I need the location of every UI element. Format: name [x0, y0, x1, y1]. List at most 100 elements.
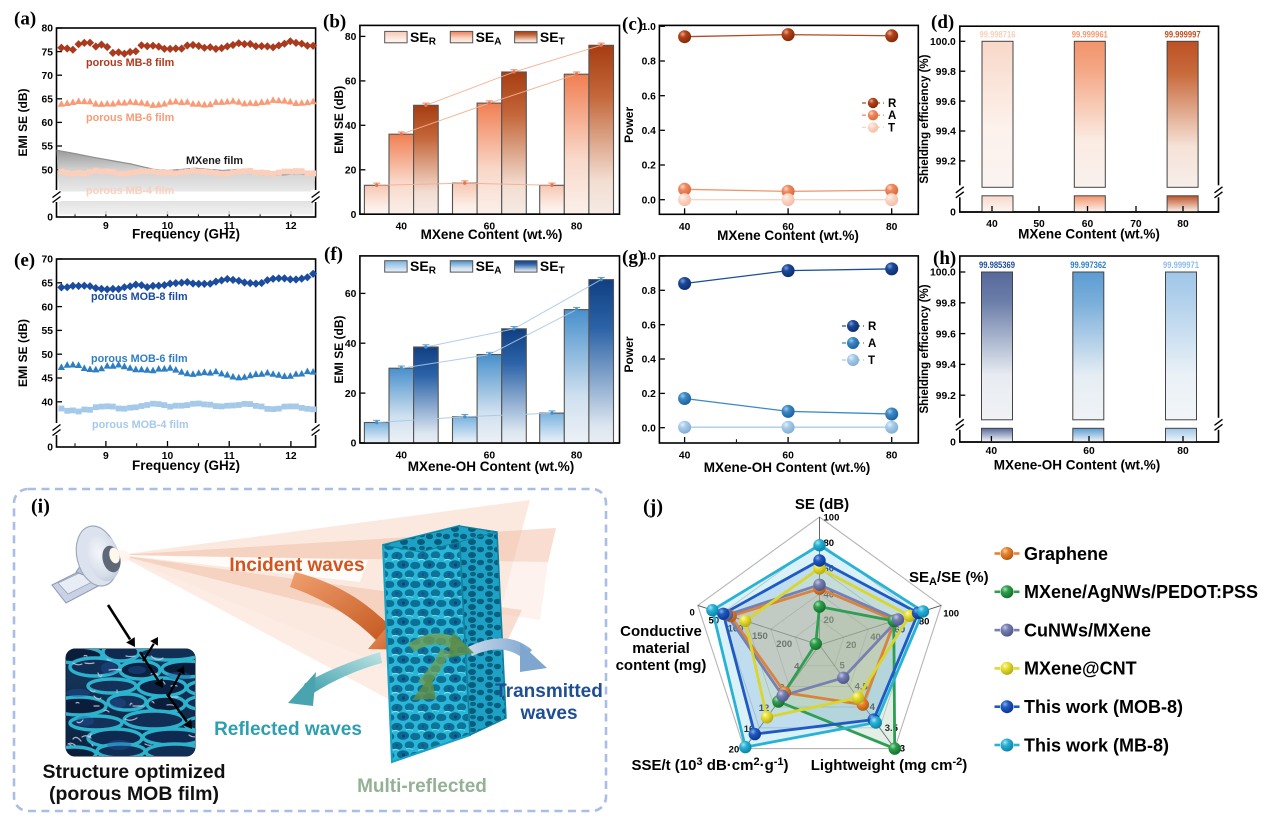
- svg-text:(porous MOB film): (porous MOB film): [49, 783, 219, 805]
- svg-text:0.8: 0.8: [642, 286, 657, 297]
- svg-text:content (mg): content (mg): [616, 657, 707, 674]
- svg-text:A: A: [888, 110, 896, 122]
- svg-text:Transmitted: Transmitted: [495, 681, 603, 702]
- svg-text:SEA: SEA: [476, 29, 502, 48]
- svg-text:0.0: 0.0: [642, 195, 657, 206]
- svg-text:SER: SER: [410, 29, 437, 48]
- svg-text:MXene@CNT: MXene@CNT: [1024, 659, 1137, 679]
- svg-text:EMI SE (dB): EMI SE (dB): [332, 315, 346, 383]
- svg-text:60: 60: [782, 451, 794, 462]
- svg-text:Incident waves: Incident waves: [229, 555, 364, 576]
- svg-text:1.0: 1.0: [642, 22, 657, 33]
- svg-text:SEA/SE (%): SEA/SE (%): [909, 569, 989, 588]
- svg-text:45: 45: [42, 374, 54, 385]
- svg-text:0.6: 0.6: [642, 320, 657, 331]
- svg-text:40: 40: [679, 451, 691, 462]
- svg-text:20: 20: [824, 615, 835, 626]
- svg-text:5: 5: [840, 661, 846, 672]
- svg-text:0: 0: [351, 439, 357, 450]
- svg-text:70: 70: [42, 255, 54, 266]
- svg-text:Conductive: Conductive: [620, 623, 702, 640]
- svg-text:80: 80: [919, 616, 930, 627]
- svg-text:Structure optimized: Structure optimized: [42, 761, 225, 783]
- svg-text:40: 40: [986, 219, 998, 230]
- svg-text:This work (MOB-8): This work (MOB-8): [1024, 697, 1183, 717]
- svg-text:SER: SER: [410, 258, 437, 277]
- svg-text:3: 3: [900, 744, 905, 755]
- svg-text:60: 60: [42, 118, 54, 129]
- svg-text:(f): (f): [324, 244, 343, 265]
- svg-text:99.4: 99.4: [936, 360, 956, 371]
- svg-text:80: 80: [345, 32, 357, 43]
- svg-text:porous MOB-4 film: porous MOB-4 film: [92, 419, 189, 431]
- svg-text:MXene Content (wt.%): MXene Content (wt.%): [421, 227, 563, 242]
- svg-text:(i): (i): [31, 496, 50, 518]
- svg-text:4.5: 4.5: [855, 681, 869, 692]
- svg-text:0: 0: [950, 208, 956, 219]
- svg-text:MXene-OH Content (wt.%): MXene-OH Content (wt.%): [704, 460, 871, 475]
- svg-text:99.8: 99.8: [936, 299, 956, 310]
- svg-text:80: 80: [571, 222, 583, 233]
- svg-text:60: 60: [1082, 219, 1094, 230]
- svg-text:12: 12: [285, 221, 297, 232]
- svg-text:0.2: 0.2: [642, 389, 657, 400]
- svg-text:0.4: 0.4: [642, 355, 657, 366]
- svg-text:99.6: 99.6: [936, 97, 956, 108]
- svg-text:EMI SE (dB): EMI SE (dB): [16, 88, 30, 156]
- svg-text:SET: SET: [540, 29, 565, 48]
- svg-text:MXene-OH Content (wt.%): MXene-OH Content (wt.%): [994, 458, 1161, 473]
- svg-text:20: 20: [345, 165, 357, 176]
- svg-text:(a): (a): [14, 9, 36, 30]
- svg-text:99.999961: 99.999961: [1072, 30, 1108, 40]
- svg-text:100: 100: [943, 608, 959, 619]
- svg-text:(d): (d): [931, 12, 954, 33]
- svg-text:40: 40: [986, 446, 998, 457]
- svg-text:99.6: 99.6: [936, 329, 956, 340]
- svg-text:99.2: 99.2: [936, 391, 956, 402]
- svg-text:60: 60: [484, 222, 496, 233]
- svg-text:MXene Content (wt.%): MXene Content (wt.%): [1018, 227, 1160, 242]
- svg-text:50: 50: [1033, 219, 1045, 230]
- svg-text:55: 55: [42, 142, 54, 153]
- svg-text:80: 80: [824, 538, 835, 549]
- svg-text:Shielding efficiency (%): Shielding efficiency (%): [919, 284, 931, 413]
- svg-text:SE (dB): SE (dB): [795, 496, 849, 513]
- svg-text:60: 60: [824, 564, 835, 575]
- svg-text:MXene/AgNWs/PEDOT:PSS: MXene/AgNWs/PEDOT:PSS: [1024, 582, 1258, 602]
- svg-text:SET: SET: [540, 258, 565, 277]
- svg-text:0: 0: [47, 213, 53, 224]
- svg-text:Power: Power: [622, 336, 636, 372]
- svg-text:80: 80: [1177, 446, 1189, 457]
- svg-text:100.0: 100.0: [930, 268, 956, 279]
- svg-text:MXene Content (wt.%): MXene Content (wt.%): [717, 228, 859, 243]
- svg-text:11: 11: [224, 451, 235, 462]
- svg-text:porous MB-4 film: porous MB-4 film: [86, 185, 174, 197]
- svg-text:Frequency (GHz): Frequency (GHz): [132, 458, 240, 473]
- svg-text:40: 40: [42, 398, 54, 409]
- svg-text:porous MOB-6 film: porous MOB-6 film: [91, 353, 188, 365]
- svg-text:SEA: SEA: [476, 258, 502, 277]
- svg-text:Multi-reflected: Multi-reflected: [357, 776, 487, 797]
- svg-text:99.8: 99.8: [936, 67, 956, 78]
- svg-text:60: 60: [1083, 446, 1095, 457]
- svg-text:R: R: [868, 321, 877, 333]
- svg-text:75: 75: [42, 47, 54, 58]
- svg-text:This work (MB-8): This work (MB-8): [1024, 735, 1169, 755]
- svg-text:Frequency (GHz): Frequency (GHz): [132, 227, 240, 242]
- svg-text:150: 150: [752, 631, 768, 642]
- svg-text:1.0: 1.0: [642, 252, 657, 263]
- svg-text:80: 80: [571, 451, 583, 462]
- svg-text:60: 60: [42, 302, 54, 313]
- svg-text:50: 50: [42, 165, 54, 176]
- svg-text:10: 10: [162, 451, 174, 462]
- svg-text:4: 4: [794, 662, 800, 673]
- svg-text:16: 16: [744, 724, 755, 735]
- svg-text:0: 0: [689, 607, 694, 618]
- svg-text:99.999971: 99.999971: [1163, 260, 1199, 270]
- svg-text:100.0: 100.0: [930, 37, 956, 48]
- svg-text:11: 11: [224, 221, 235, 232]
- svg-text:99.4: 99.4: [936, 127, 956, 138]
- svg-text:0.4: 0.4: [642, 126, 657, 137]
- svg-text:12: 12: [285, 451, 297, 462]
- svg-text:100: 100: [824, 513, 840, 524]
